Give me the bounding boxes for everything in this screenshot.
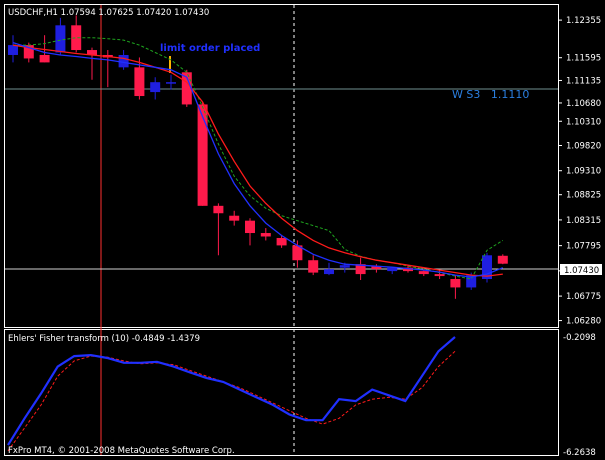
bull-candle xyxy=(8,45,18,55)
ws3-level-label: W S3 1.1110 xyxy=(452,88,529,101)
limit-order-annotation: limit order placed xyxy=(160,43,260,54)
bear-candle xyxy=(87,50,97,55)
bear-candle xyxy=(260,233,271,237)
bear-candle xyxy=(23,45,34,59)
price-axis-label: 1.11135 xyxy=(566,76,601,86)
fisher-signal-line xyxy=(7,350,456,452)
candlestick-series xyxy=(8,15,508,299)
price-axis-label: 1.09310 xyxy=(566,167,601,177)
bear-candle xyxy=(308,260,319,273)
bull-candle xyxy=(166,82,176,84)
fisher-line xyxy=(7,336,456,446)
bear-candle xyxy=(434,274,445,277)
ma-red-line xyxy=(12,44,503,277)
bear-candle xyxy=(355,264,366,275)
price-axis-label: 1.07795 xyxy=(566,242,601,252)
bear-candle xyxy=(245,220,255,234)
bull-candle xyxy=(387,267,398,272)
bull-candle xyxy=(55,25,66,53)
price-axis-label: 1.10310 xyxy=(566,117,601,127)
price-axis-label: 1.12355 xyxy=(566,16,601,26)
bear-candle xyxy=(276,237,287,246)
moving-average-lines xyxy=(12,37,504,280)
fisher-lines xyxy=(7,336,456,452)
chart-header: USDCHF,H1 1.07594 1.07625 1.07420 1.0743… xyxy=(8,8,209,18)
price-axis-label: 1.06280 xyxy=(566,317,601,327)
bear-candle xyxy=(181,72,192,105)
bear-candle xyxy=(371,266,382,270)
bull-candle xyxy=(324,269,334,275)
current-price-tag-bg xyxy=(560,264,602,275)
price-axis-label: 1.06775 xyxy=(566,292,601,302)
bear-candle xyxy=(197,104,208,206)
bull-candle xyxy=(150,82,161,93)
price-axis-label: 1.11595 xyxy=(566,54,601,64)
indicator-axis-bottom: -6.2638 xyxy=(563,448,596,458)
indicator-header: Ehlers' Fisher transform (10) -0.4849 -1… xyxy=(8,334,200,344)
bear-candle xyxy=(134,67,145,97)
bull-candle xyxy=(466,275,477,288)
ma-green-dashed-line xyxy=(13,37,504,280)
indicator-axis-top: -0.2098 xyxy=(563,333,596,343)
current-price-tag: 1.07430 xyxy=(564,266,599,276)
bull-candle xyxy=(118,54,129,68)
price-axis-label: 1.09820 xyxy=(566,141,601,151)
bull-candle xyxy=(339,265,350,268)
bear-candle xyxy=(213,205,224,214)
price-axis: 1.12355 1.11595 1.11135 1.10680 1.10310 1.098… xyxy=(558,16,601,327)
price-axis-label: 1.08825 xyxy=(566,191,601,201)
copyright-footer: FxPro MT4, © 2001-2008 MetaQuotes Softwa… xyxy=(8,446,235,456)
ma-blue-line xyxy=(12,41,504,278)
indicator-chart-area[interactable] xyxy=(4,329,559,456)
bear-candle xyxy=(39,54,50,63)
bear-candle xyxy=(450,279,461,288)
bear-candle xyxy=(403,267,413,272)
price-axis-label: 1.08315 xyxy=(566,216,601,226)
bear-candle xyxy=(292,245,303,261)
bear-candle xyxy=(229,215,240,221)
bear-candle xyxy=(497,255,508,264)
price-axis-label: 1.10680 xyxy=(566,99,601,109)
bull-candle xyxy=(482,255,492,280)
bear-candle xyxy=(71,25,82,51)
bear-candle xyxy=(418,271,429,275)
